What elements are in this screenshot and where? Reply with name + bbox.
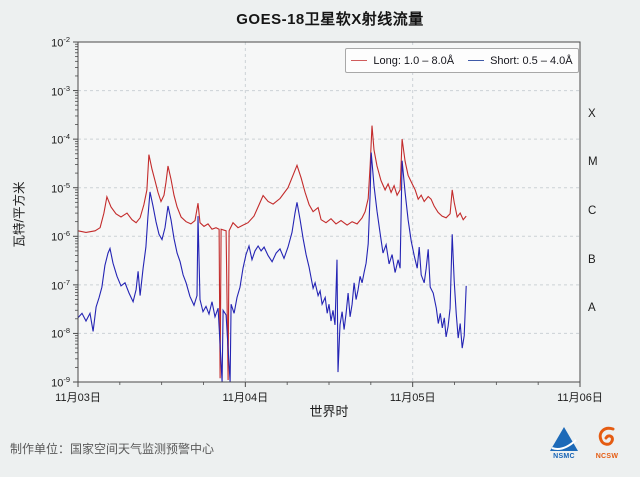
legend-label-long: Long: 1.0 – 8.0Å (373, 54, 455, 67)
ncsw-logo: NCSW (590, 426, 624, 460)
x-axis-label: 世界时 (309, 404, 349, 419)
legend: Long: 1.0 – 8.0Å Short: 0.5 – 4.0Å (345, 48, 579, 73)
y-tick-label: 10-2 (51, 35, 70, 50)
chart-title: GOES-18卫星软X射线流量 (236, 11, 424, 28)
x-tick-label: 11月04日 (222, 392, 269, 404)
nsmc-logo: NSMC (547, 426, 581, 460)
footer-credit: 制作单位：国家空间天气监测预警中心 (10, 442, 215, 456)
y-tick-label: 10-5 (51, 180, 70, 196)
x-tick-label: 11月05日 (389, 392, 436, 404)
x-tick-label: 11月03日 (55, 392, 101, 404)
series-line-long (77, 125, 467, 381)
y-tick-label: 10-9 (51, 375, 70, 390)
footer-logos: NSMC NCSW (547, 426, 624, 460)
nsmc-triangle-icon (550, 427, 578, 451)
plot-frame (77, 41, 581, 383)
flare-class-label-A: A (588, 302, 596, 315)
legend-label-short: Short: 0.5 – 4.0Å (490, 54, 573, 67)
y-tick-label: 10-6 (51, 229, 70, 244)
ncsw-logo-text: NCSW (595, 453, 619, 460)
ncsw-swirl-icon (598, 426, 615, 446)
y-tick-label: 10-7 (51, 277, 70, 293)
plot-area (78, 42, 580, 382)
flare-class-label-X: X (588, 107, 596, 120)
flare-class-label-B: B (588, 253, 596, 266)
y-tick-label: 10-4 (51, 132, 70, 147)
series-line-short (77, 152, 467, 383)
short-line-marker (468, 60, 485, 61)
y-tick-label: 10-3 (51, 83, 70, 99)
y-tick-label: 10-8 (51, 326, 70, 342)
flare-class-label-C: C (588, 205, 597, 217)
nsmc-logo-text: NSMC (553, 453, 575, 460)
long-line-marker (351, 60, 368, 61)
legend-item-long: Long: 1.0 – 8.0Å (351, 55, 454, 67)
legend-item-short: Short: 0.5 – 4.0Å (468, 55, 573, 67)
x-tick-label: 11月06日 (557, 392, 603, 404)
y-axis-label: 瓦特/平方米 (12, 181, 27, 248)
flare-class-label-M: M (588, 156, 598, 169)
